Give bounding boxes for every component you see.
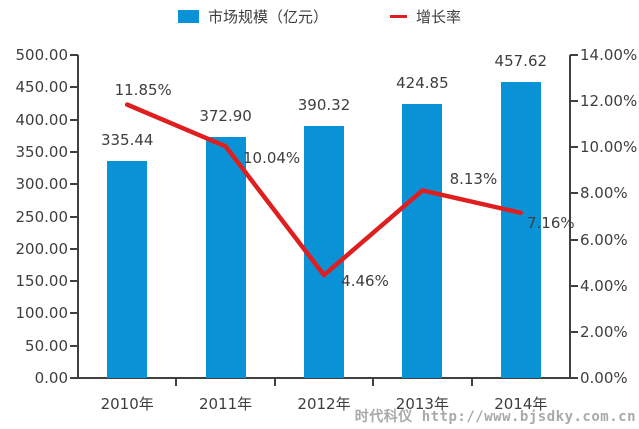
left-axis-tick (70, 247, 78, 250)
bar (107, 161, 148, 378)
bar-value-label: 335.44 (100, 131, 154, 150)
left-axis-tick-label: 350.00 (15, 142, 69, 161)
left-axis-tick (70, 377, 78, 379)
legend-label-growth-rate: 增长率 (416, 8, 462, 26)
left-axis-line (77, 55, 79, 378)
right-axis-tick (570, 146, 578, 149)
bar (205, 137, 246, 378)
watermark: 时代科仪 http://www.bjsdky.com.cn (354, 409, 636, 425)
left-axis-tick-label: 200.00 (15, 239, 69, 258)
right-axis-tick-label: 8.00% (580, 184, 628, 203)
x-axis-tick (372, 378, 375, 386)
right-axis-tick-label: 6.00% (580, 230, 628, 249)
bar (304, 125, 344, 378)
right-axis-tick (570, 377, 578, 379)
right-axis-tick (570, 330, 578, 333)
left-axis-tick (70, 312, 78, 315)
line-point-label: 10.04% (242, 149, 301, 168)
x-axis-label: 2011年 (199, 395, 253, 413)
legend-label-market-size: 市场规模（亿元） (207, 8, 328, 26)
x-axis-line (70, 377, 578, 379)
left-axis-tick-label: 400.00 (15, 110, 69, 129)
left-axis-tick (70, 280, 78, 283)
left-axis-tick-label: 450.00 (15, 78, 69, 97)
left-axis-tick (70, 215, 78, 218)
right-axis-tick-label: 10.00% (580, 138, 638, 157)
left-axis-tick-label: 500.00 (15, 46, 69, 64)
legend-item-growth-rate: 增长率 (390, 6, 461, 27)
left-axis-tick (70, 183, 78, 186)
bar-value-label: 457.62 (494, 52, 548, 71)
bar-value-label: 424.85 (396, 73, 449, 92)
right-axis-tick (570, 100, 578, 103)
right-axis-tick (570, 238, 578, 241)
bar-series-swatch (177, 10, 199, 23)
right-axis-tick (570, 192, 578, 195)
line-series-swatch (390, 15, 407, 18)
legend: 市场规模（亿元） 增长率 (0, 6, 639, 27)
x-axis-tick (273, 378, 276, 386)
left-axis-tick (70, 344, 78, 347)
right-axis-tick-label: 2.00% (580, 322, 628, 341)
bar (402, 103, 443, 378)
x-axis-tick (175, 378, 178, 386)
left-axis-tick (70, 86, 78, 89)
left-axis-tick (70, 150, 78, 153)
right-axis-tick (570, 284, 578, 287)
line-point-label: 11.85% (114, 80, 172, 99)
right-axis-tick-label: 0.00% (580, 369, 628, 387)
left-axis-tick-label: 0.00 (34, 369, 68, 387)
line-point-label: 8.13% (449, 170, 498, 189)
left-axis-tick-label: 50.00 (25, 336, 68, 355)
left-axis-tick-label: 100.00 (15, 304, 69, 323)
growth-rate-polyline (124, 102, 524, 278)
right-axis-tick-label: 4.00% (580, 276, 628, 295)
x-axis-label: 2010年 (100, 395, 154, 413)
legend-item-market-size: 市场规模（亿元） (177, 6, 328, 27)
right-axis-tick-label: 14.00% (580, 46, 638, 64)
bar-value-label: 390.32 (297, 95, 351, 114)
x-axis-label: 2012年 (297, 395, 351, 413)
left-axis-tick (70, 118, 78, 121)
bar (500, 82, 541, 378)
left-axis-tick-label: 150.00 (15, 272, 69, 291)
line-point-label: 7.16% (526, 213, 575, 232)
left-axis-tick-label: 300.00 (15, 175, 69, 194)
line-point-label: 4.46% (341, 272, 389, 291)
left-axis-tick (70, 54, 78, 56)
bar-value-label: 372.90 (199, 107, 252, 126)
right-axis-tick (570, 54, 578, 56)
right-axis-line (569, 55, 571, 378)
x-axis-tick (470, 378, 473, 386)
left-axis-tick-label: 250.00 (15, 207, 69, 226)
x-axis-label: 2014年 (494, 395, 548, 413)
right-axis-tick-label: 12.00% (580, 92, 638, 111)
x-axis-label: 2013年 (395, 395, 449, 413)
